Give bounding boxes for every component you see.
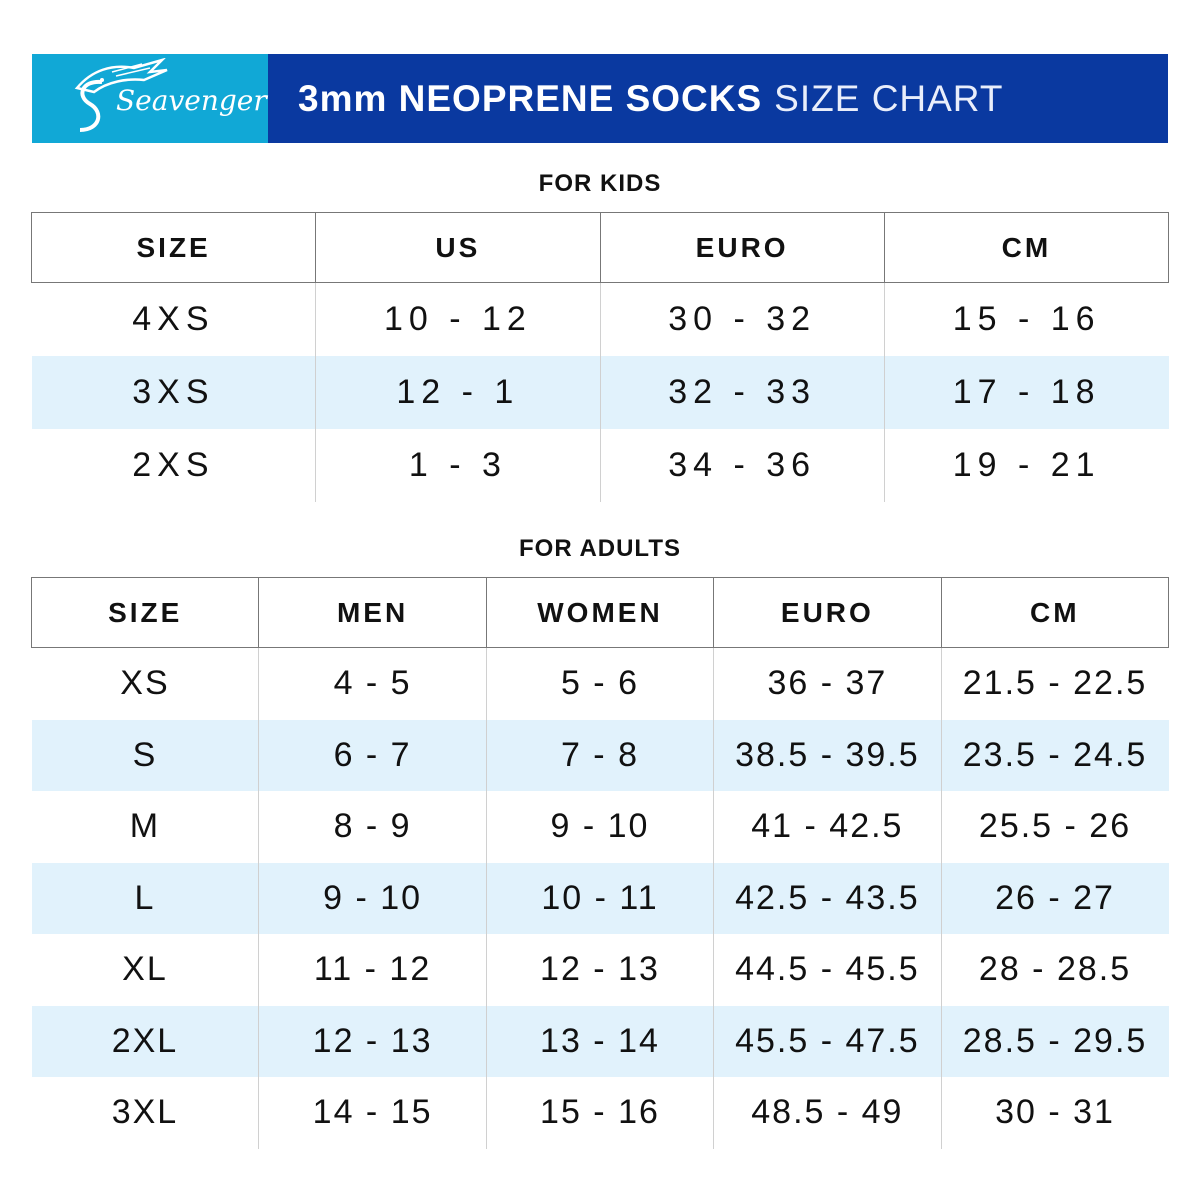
- adults-cell-euro: 36 - 37: [713, 647, 942, 720]
- header-banner: Seavenger 3mm NEOPRENE SOCKS SIZE CHART: [32, 54, 1168, 143]
- kids-cell-size: 4XS: [31, 282, 317, 356]
- adults-cell-men: 4 - 5: [258, 647, 487, 720]
- adults-cell-men: 6 - 7: [258, 719, 487, 791]
- kids-table-row: 2XS 1 - 3 34 - 36 19 - 21: [31, 429, 1169, 502]
- adults-header-men: MEN: [258, 577, 487, 648]
- adults-cell-cm: 28.5 - 29.5: [940, 1005, 1169, 1077]
- adults-cell-men: 9 - 10: [258, 862, 487, 934]
- adults-header-women: WOMEN: [485, 577, 715, 648]
- kids-table-row: 4XS 10 - 12 30 - 32 15 - 16: [31, 282, 1169, 356]
- kids-cell-size: 2XS: [31, 429, 317, 502]
- adults-cell-women: 5 - 6: [485, 647, 715, 720]
- adults-cell-size: XS: [31, 647, 260, 720]
- adults-section-title: FOR ADULTS: [519, 535, 681, 562]
- adults-cell-women: 9 - 10: [485, 791, 715, 863]
- adults-cell-size: L: [31, 862, 260, 934]
- adults-cell-cm: 23.5 - 24.5: [940, 719, 1169, 791]
- adults-cell-women: 13 - 14: [485, 1005, 715, 1077]
- kids-cell-cm: 19 - 21: [883, 429, 1169, 502]
- adults-cell-euro: 38.5 - 39.5: [713, 719, 942, 791]
- adults-cell-cm: 28 - 28.5: [940, 934, 1169, 1006]
- kids-cell-cm: 15 - 16: [883, 282, 1169, 356]
- kids-section-title: FOR KIDS: [538, 170, 662, 197]
- adults-table-row: 3XL 14 - 15 15 - 16 48.5 - 49 30 - 31: [31, 1077, 1169, 1149]
- adults-cell-cm: 30 - 31: [940, 1077, 1169, 1149]
- kids-table-row: 3XS 12 - 1 32 - 33 17 - 18: [31, 356, 1169, 429]
- kids-header-size: SIZE: [30, 212, 317, 283]
- logo-swirl-icon: [79, 79, 103, 132]
- adults-cell-euro: 45.5 - 47.5: [713, 1005, 942, 1077]
- adults-cell-cm: 25.5 - 26: [940, 791, 1169, 863]
- adults-cell-size: M: [31, 791, 260, 863]
- adults-cell-euro: 44.5 - 45.5: [713, 934, 942, 1006]
- chart-title: 3mm NEOPRENE SOCKS SIZE CHART: [268, 54, 1168, 143]
- adults-cell-euro: 42.5 - 43.5: [713, 862, 942, 934]
- kids-cell-size: 3XS: [31, 356, 317, 429]
- adults-cell-men: 12 - 13: [258, 1005, 487, 1077]
- kids-cell-cm: 17 - 18: [883, 356, 1169, 429]
- adults-cell-men: 11 - 12: [258, 934, 487, 1006]
- adults-cell-euro: 48.5 - 49: [713, 1077, 942, 1149]
- adults-header-euro: EURO: [713, 577, 942, 648]
- adults-cell-men: 14 - 15: [258, 1077, 487, 1149]
- adults-header-size: SIZE: [30, 577, 260, 648]
- adults-cell-cm: 26 - 27: [940, 862, 1169, 934]
- adults-cell-men: 8 - 9: [258, 791, 487, 863]
- adults-cell-size: 3XL: [31, 1077, 260, 1149]
- adults-cell-cm: 21.5 - 22.5: [940, 647, 1169, 720]
- kids-cell-euro: 34 - 36: [599, 429, 885, 502]
- kids-header-cm: CM: [883, 212, 1170, 283]
- adults-table-row: 2XL 12 - 13 13 - 14 45.5 - 47.5 28.5 - 29.5: [31, 1005, 1169, 1077]
- logo-text: Seavenger: [116, 84, 267, 117]
- adults-cell-size: 2XL: [31, 1005, 260, 1077]
- adults-header-cm: CM: [940, 577, 1170, 648]
- adults-cell-euro: 41 - 42.5: [713, 791, 942, 863]
- kids-header-us: US: [315, 212, 601, 283]
- title-product: 3mm NEOPRENE SOCKS: [298, 77, 763, 119]
- kids-header-euro: EURO: [599, 212, 885, 283]
- kids-cell-us: 10 - 12: [315, 282, 601, 356]
- brand-logo: Seavenger: [32, 54, 268, 143]
- adults-cell-size: S: [31, 719, 260, 791]
- adults-table-row: XL 11 - 12 12 - 13 44.5 - 45.5 28 - 28.5: [31, 934, 1169, 1006]
- kids-cell-euro: 32 - 33: [599, 356, 885, 429]
- adults-cell-women: 15 - 16: [485, 1077, 715, 1149]
- kids-cell-euro: 30 - 32: [599, 282, 885, 356]
- kids-cell-us: 12 - 1: [315, 356, 601, 429]
- adults-cell-women: 7 - 8: [485, 719, 715, 791]
- title-suffix: SIZE CHART: [774, 77, 1004, 119]
- adults-cell-size: XL: [31, 934, 260, 1006]
- adults-cell-women: 12 - 13: [485, 934, 715, 1006]
- kids-size-table: SIZE US EURO CM 4XS 10 - 12 30 - 32 15 - 16 3XS…: [30, 212, 1170, 502]
- adults-cell-women: 10 - 11: [485, 862, 715, 934]
- kids-cell-us: 1 - 3: [315, 429, 601, 502]
